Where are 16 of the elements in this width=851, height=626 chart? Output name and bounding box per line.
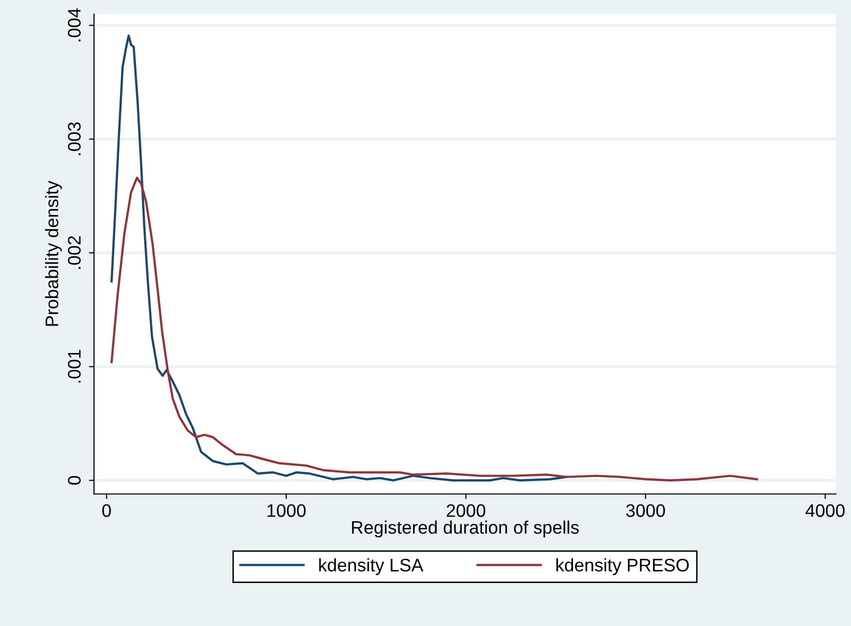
x-tick-label: 4000 [806, 504, 845, 517]
x-tick-label: 1000 [268, 504, 306, 517]
y-tick-label: .001 [68, 350, 81, 383]
x-axis-title: Registered duration of spells [352, 520, 579, 538]
legend-label: kdensity LSA [319, 558, 424, 576]
x-tick-label: 3000 [626, 504, 665, 517]
y-tick-label: .004 [68, 8, 81, 42]
y-axis-title: Probability density [45, 180, 62, 326]
y-tick-label: .003 [68, 122, 81, 156]
y-tick-label: .002 [68, 236, 81, 269]
line-series [110, 176, 758, 482]
line-series [110, 34, 568, 482]
y-tick-label: 0 [68, 476, 81, 485]
legend-label: kdensity PRESO [556, 558, 689, 576]
x-tick-label: 2000 [446, 504, 486, 517]
x-tick-label: 0 [102, 504, 111, 517]
